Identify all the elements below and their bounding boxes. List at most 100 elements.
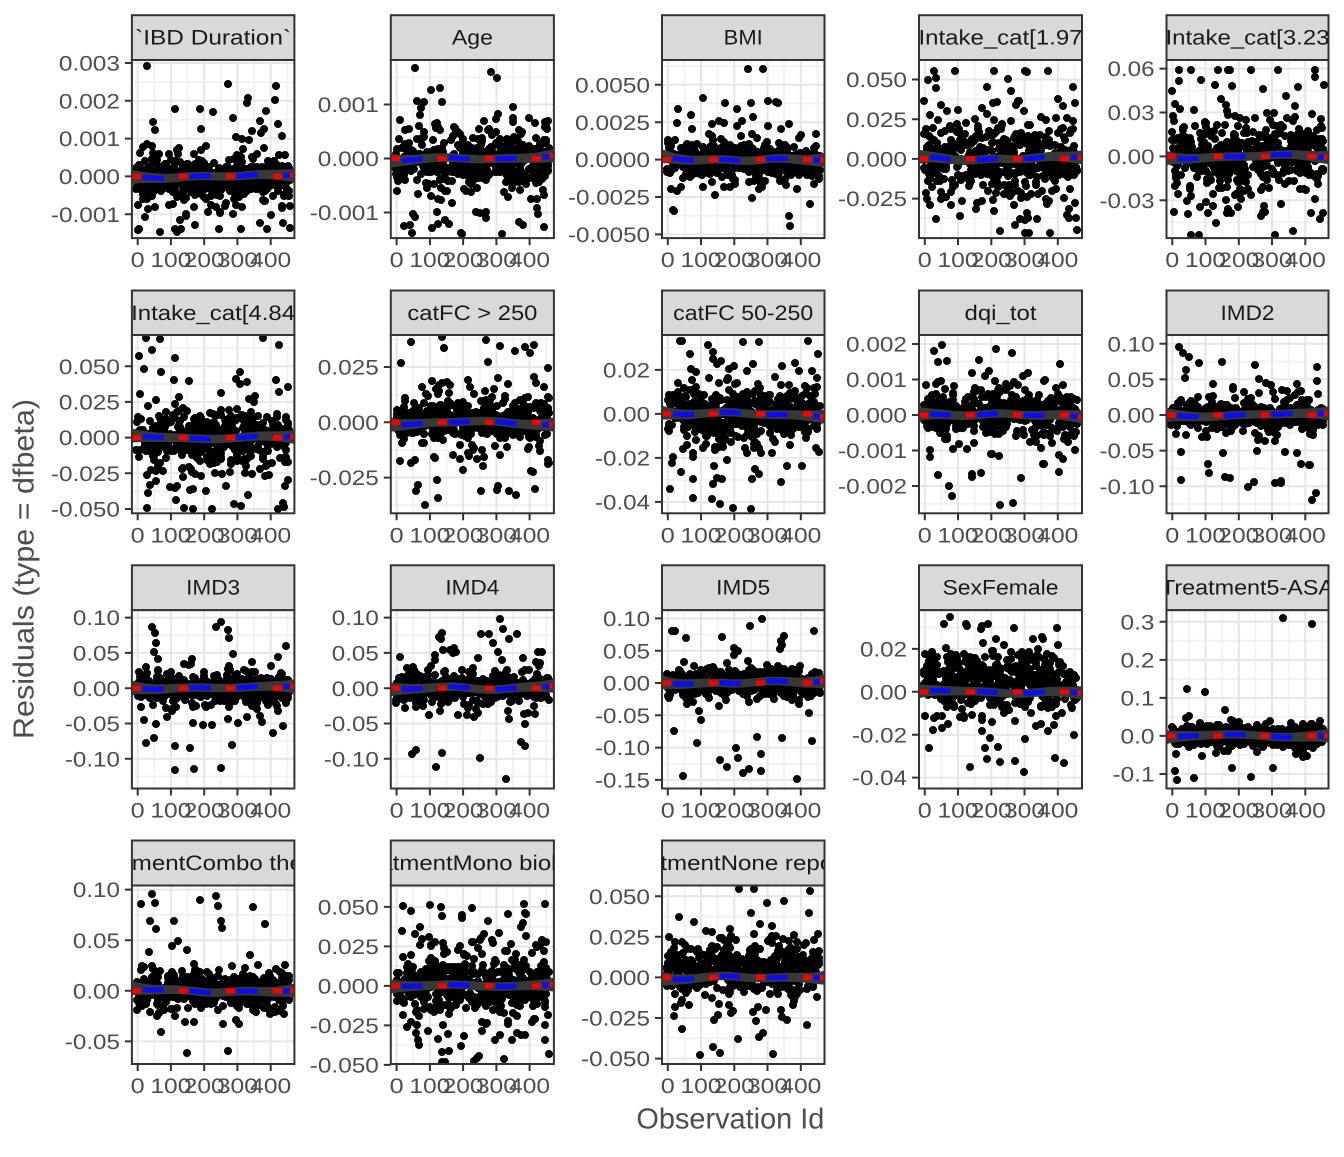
svg-text:0.10: 0.10	[73, 607, 120, 630]
svg-text:400: 400	[780, 800, 821, 823]
svg-text:200: 200	[714, 524, 755, 547]
svg-text:Intake_cat[1.97: Intake_cat[1.97	[919, 27, 1083, 50]
svg-text:-0.050: -0.050	[51, 499, 120, 522]
svg-text:0.02: 0.02	[603, 360, 650, 383]
svg-text:0.003: 0.003	[59, 53, 120, 76]
svg-text:0: 0	[131, 1075, 145, 1098]
svg-text:0: 0	[918, 524, 932, 547]
svg-text:0.03: 0.03	[1108, 102, 1155, 125]
svg-text:-0.03: -0.03	[1100, 190, 1155, 213]
svg-text:300: 300	[476, 249, 517, 272]
svg-text:BMI: BMI	[724, 27, 763, 50]
svg-text:200: 200	[714, 800, 755, 823]
svg-text:0: 0	[918, 800, 932, 823]
svg-text:IMD2: IMD2	[1221, 302, 1275, 325]
svg-text:0.00: 0.00	[332, 678, 379, 701]
svg-text:0.05: 0.05	[603, 640, 650, 663]
svg-text:100: 100	[681, 249, 722, 272]
svg-text:0.06: 0.06	[1108, 58, 1155, 81]
svg-text:100: 100	[681, 800, 722, 823]
svg-text:300: 300	[1252, 800, 1293, 823]
svg-text:0.050: 0.050	[846, 69, 907, 92]
svg-text:0: 0	[390, 1075, 404, 1098]
svg-text:100: 100	[938, 249, 979, 272]
svg-text:0: 0	[661, 1075, 675, 1098]
svg-text:0.025: 0.025	[59, 392, 120, 415]
svg-text:0.00: 0.00	[1108, 405, 1155, 428]
svg-text:200: 200	[184, 249, 225, 272]
svg-text:Observation Id: Observation Id	[636, 1104, 824, 1136]
svg-text:400: 400	[250, 800, 291, 823]
svg-text:300: 300	[1252, 249, 1293, 272]
svg-text:0.000: 0.000	[846, 149, 907, 172]
svg-text:0.001: 0.001	[318, 94, 379, 117]
svg-text:0.000: 0.000	[318, 148, 379, 171]
svg-text:0.0025: 0.0025	[575, 112, 650, 135]
svg-text:300: 300	[217, 1075, 258, 1098]
svg-text:200: 200	[184, 1075, 225, 1098]
svg-text:200: 200	[971, 524, 1012, 547]
svg-text:catFC 50-250: catFC 50-250	[673, 302, 813, 325]
svg-text:100: 100	[150, 1075, 191, 1098]
svg-text:0.05: 0.05	[1108, 369, 1155, 392]
svg-text:0.002: 0.002	[59, 90, 120, 113]
svg-text:-0.05: -0.05	[65, 713, 120, 736]
svg-text:100: 100	[409, 249, 450, 272]
svg-text:-0.050: -0.050	[581, 1048, 650, 1071]
svg-text:-0.025: -0.025	[51, 463, 120, 486]
svg-text:200: 200	[443, 1075, 484, 1098]
svg-text:200: 200	[443, 249, 484, 272]
svg-text:400: 400	[1285, 800, 1326, 823]
svg-text:0.00: 0.00	[860, 681, 907, 704]
svg-text:0.00: 0.00	[603, 673, 650, 696]
svg-text:0.10: 0.10	[603, 608, 650, 631]
svg-text:300: 300	[476, 1075, 517, 1098]
svg-text:-0.001: -0.001	[838, 440, 907, 463]
svg-text:-0.05: -0.05	[324, 713, 379, 736]
svg-text:-0.0025: -0.0025	[568, 187, 650, 210]
svg-text:0.050: 0.050	[59, 356, 120, 379]
svg-text:-0.002: -0.002	[838, 476, 907, 499]
svg-text:TreatmentMono biologic: TreatmentMono biologic	[344, 852, 600, 875]
svg-text:100: 100	[1185, 249, 1226, 272]
svg-text:0: 0	[1165, 800, 1179, 823]
svg-text:-0.02: -0.02	[595, 448, 650, 471]
svg-text:-0.04: -0.04	[852, 767, 907, 790]
svg-text:0.05: 0.05	[73, 930, 120, 953]
svg-text:300: 300	[476, 800, 517, 823]
svg-text:300: 300	[476, 524, 517, 547]
svg-text:-0.025: -0.025	[838, 188, 907, 211]
svg-text:0.050: 0.050	[589, 886, 650, 909]
svg-text:300: 300	[217, 249, 258, 272]
svg-text:IMD5: IMD5	[716, 577, 770, 600]
svg-text:300: 300	[217, 800, 258, 823]
svg-text:400: 400	[509, 249, 550, 272]
svg-text:200: 200	[184, 800, 225, 823]
svg-text:400: 400	[1037, 249, 1078, 272]
svg-text:400: 400	[780, 1075, 821, 1098]
svg-text:400: 400	[1037, 800, 1078, 823]
svg-text:-0.0050: -0.0050	[568, 224, 650, 247]
svg-text:0.000: 0.000	[318, 412, 379, 435]
svg-text:IMD4: IMD4	[445, 577, 499, 600]
svg-text:100: 100	[150, 524, 191, 547]
svg-text:300: 300	[1004, 249, 1045, 272]
svg-text:100: 100	[150, 249, 191, 272]
svg-text:200: 200	[1218, 249, 1259, 272]
svg-text:400: 400	[250, 524, 291, 547]
svg-text:TreatmentCombo therapy: TreatmentCombo therapy	[77, 852, 351, 875]
svg-text:0.0000: 0.0000	[575, 149, 650, 172]
svg-text:0.000: 0.000	[846, 405, 907, 428]
svg-text:100: 100	[938, 524, 979, 547]
svg-text:400: 400	[1285, 249, 1326, 272]
svg-text:0: 0	[661, 524, 675, 547]
svg-text:Treatment5-ASA: Treatment5-ASA	[1161, 577, 1334, 600]
svg-text:`IBD Duration`: `IBD Duration`	[135, 27, 291, 50]
svg-text:0: 0	[131, 524, 145, 547]
svg-text:-0.1: -0.1	[1113, 764, 1155, 787]
svg-text:300: 300	[1004, 800, 1045, 823]
svg-text:-0.05: -0.05	[1100, 440, 1155, 463]
svg-text:100: 100	[409, 800, 450, 823]
svg-text:400: 400	[509, 800, 550, 823]
svg-text:Age: Age	[452, 27, 493, 50]
